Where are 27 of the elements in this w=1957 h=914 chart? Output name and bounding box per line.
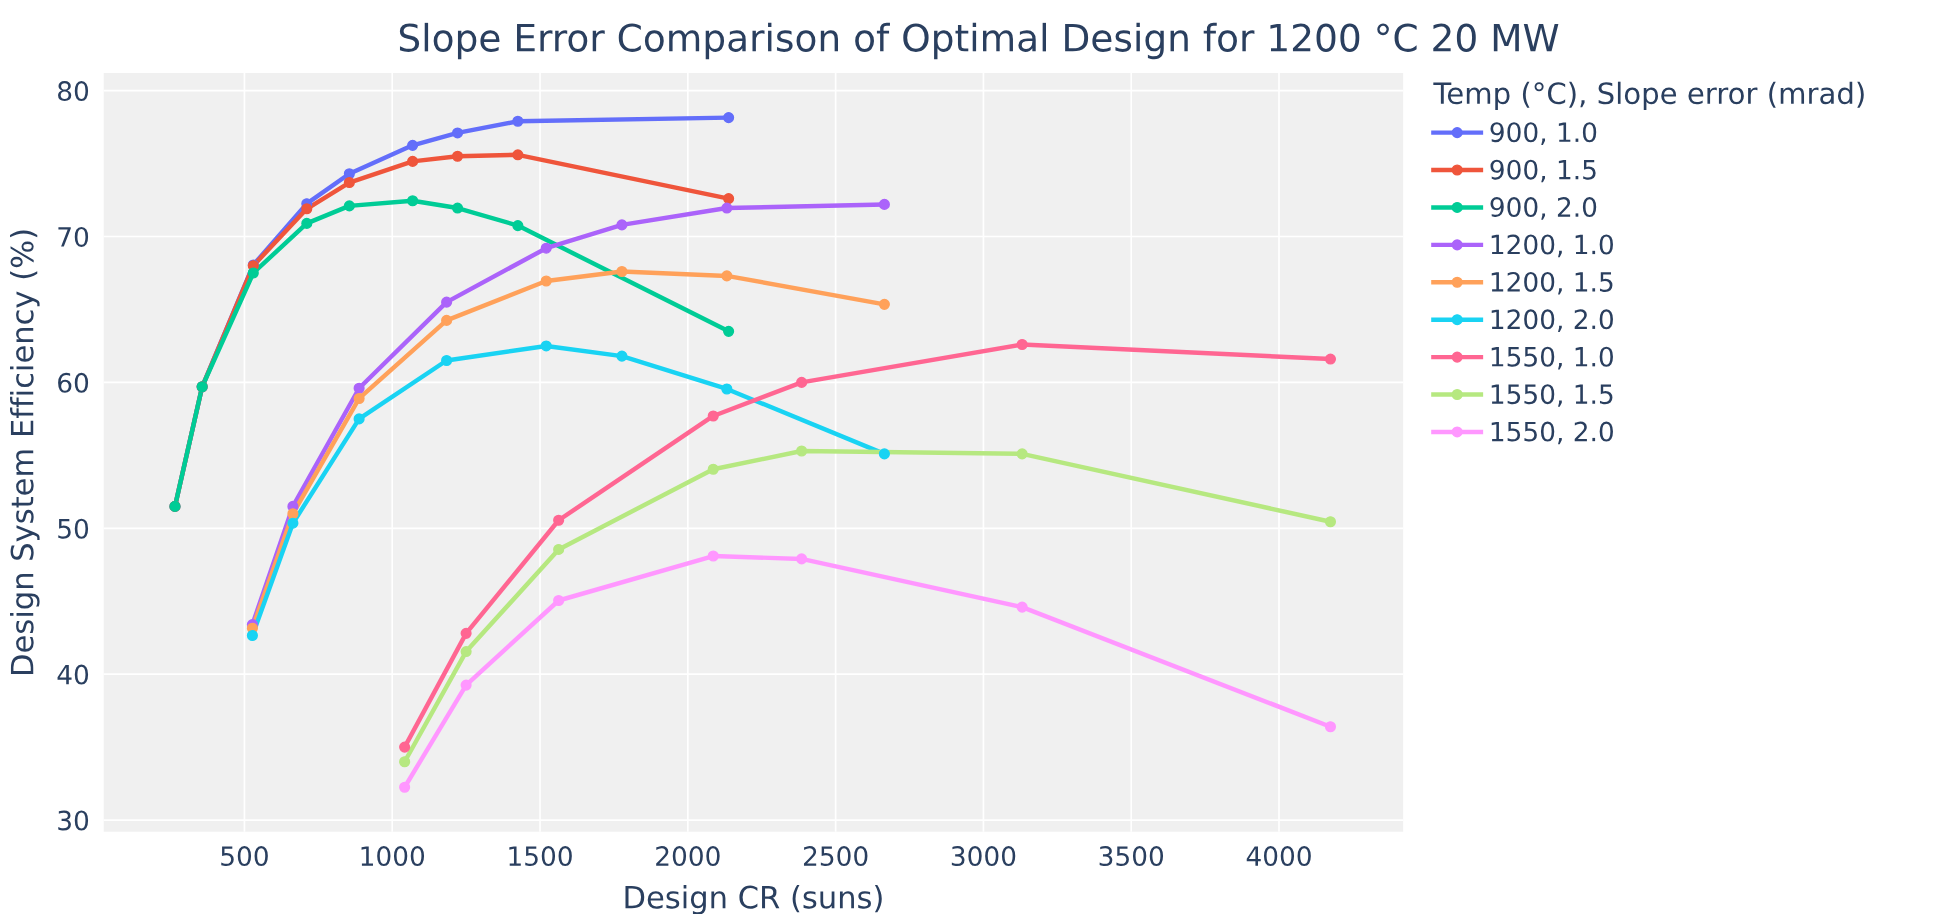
x-tick-label: 500 — [221, 846, 268, 867]
legend-label: 1550, 2.0 — [1491, 421, 1613, 445]
x-tick-label: 3500 — [1099, 846, 1164, 867]
y-tick-label: 50 — [58, 518, 89, 539]
y-tick-label: 60 — [58, 372, 89, 393]
x-axis-title: Design CR (suns) — [625, 885, 882, 914]
x-tick-label: 2000 — [656, 846, 720, 867]
legend-label: 900, 1.0 — [1490, 122, 1597, 145]
x-tick-label: 1500 — [509, 846, 572, 867]
legend-label: 900, 2.0 — [1490, 197, 1597, 220]
y-tick-label: 70 — [58, 226, 89, 247]
y-axis-title: Design System Efficiency (%) — [10, 230, 40, 674]
legend-label: 900, 1.5 — [1490, 159, 1596, 183]
legend-label: 1550, 1.5 — [1491, 384, 1613, 407]
legend-title: Temp (°C), Slope error (mrad) — [1433, 81, 1864, 110]
legend-label: 1200, 2.0 — [1491, 309, 1613, 332]
legend-label: 1200, 1.5 — [1491, 271, 1613, 295]
x-tick-label: 1000 — [361, 846, 425, 867]
legend-label: 1200, 1.0 — [1491, 234, 1613, 258]
x-tick-label: 3000 — [951, 846, 1016, 867]
legend-label: 1550, 1.0 — [1491, 346, 1613, 370]
y-tick-label: 30 — [58, 810, 89, 831]
x-tick-label: 4000 — [1246, 846, 1311, 867]
chart-title: Slope Error Comparison of Optimal Design for 1200 °C 20 MW — [399, 22, 1559, 60]
y-tick-label: 40 — [57, 664, 89, 685]
y-tick-label: 80 — [58, 81, 89, 102]
x-tick-label: 2500 — [803, 846, 868, 867]
